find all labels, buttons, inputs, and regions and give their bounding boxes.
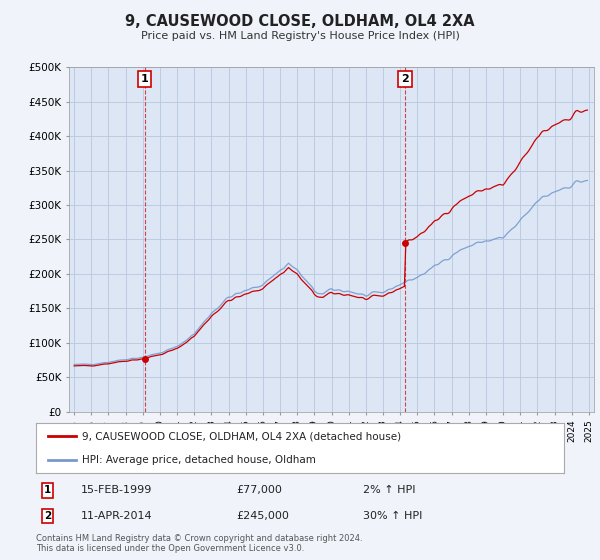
- Text: 15-FEB-1999: 15-FEB-1999: [81, 486, 152, 496]
- Text: 9, CAUSEWOOD CLOSE, OLDHAM, OL4 2XA (detached house): 9, CAUSEWOOD CLOSE, OLDHAM, OL4 2XA (det…: [82, 431, 401, 441]
- Text: 2: 2: [401, 74, 409, 84]
- Text: HPI: Average price, detached house, Oldham: HPI: Average price, detached house, Oldh…: [82, 455, 316, 465]
- Text: 2: 2: [44, 511, 51, 521]
- Text: 11-APR-2014: 11-APR-2014: [81, 511, 152, 521]
- Text: £245,000: £245,000: [236, 511, 290, 521]
- Text: 9, CAUSEWOOD CLOSE, OLDHAM, OL4 2XA: 9, CAUSEWOOD CLOSE, OLDHAM, OL4 2XA: [125, 14, 475, 29]
- Text: 2% ↑ HPI: 2% ↑ HPI: [364, 486, 416, 496]
- Text: 1: 1: [44, 486, 51, 496]
- Text: 30% ↑ HPI: 30% ↑ HPI: [364, 511, 423, 521]
- Text: Contains HM Land Registry data © Crown copyright and database right 2024.
This d: Contains HM Land Registry data © Crown c…: [36, 534, 362, 553]
- Text: 1: 1: [141, 74, 149, 84]
- Text: £77,000: £77,000: [236, 486, 283, 496]
- Text: Price paid vs. HM Land Registry's House Price Index (HPI): Price paid vs. HM Land Registry's House …: [140, 31, 460, 41]
